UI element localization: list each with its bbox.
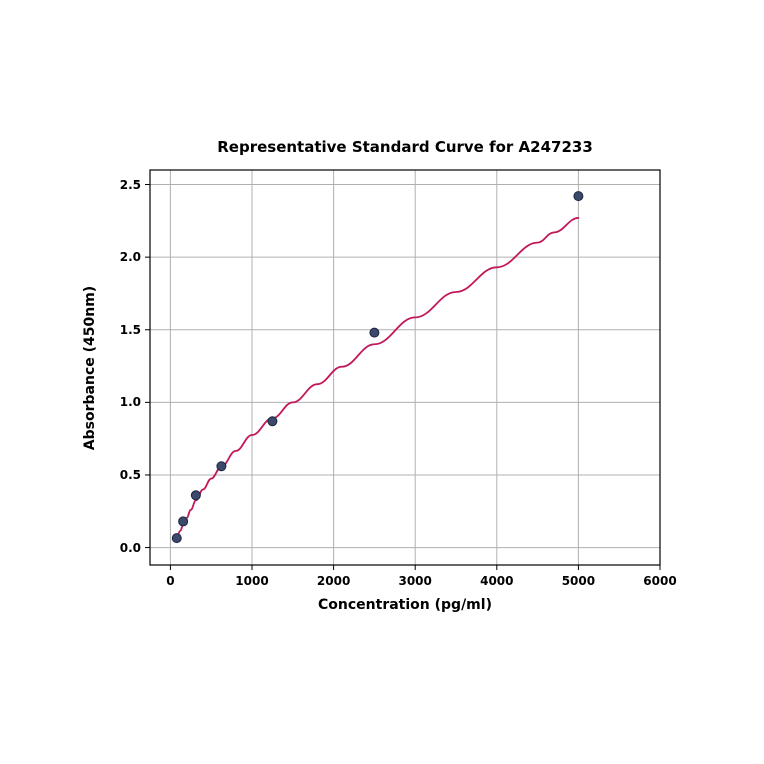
axis-spines (150, 170, 660, 565)
y-tick-label: 0.5 (113, 468, 141, 482)
plot-area (150, 170, 660, 565)
chart-canvas: Representative Standard Curve for A24723… (0, 0, 764, 764)
y-axis-label: Absorbance (450nm) (82, 285, 98, 449)
data-point (191, 491, 200, 500)
data-point (179, 517, 188, 526)
chart-title: Representative Standard Curve for A24723… (217, 138, 593, 156)
y-tick-label: 2.0 (113, 250, 141, 264)
data-point (574, 192, 583, 201)
x-tick-label: 6000 (643, 574, 676, 588)
data-point (268, 417, 277, 426)
data-point (370, 328, 379, 337)
x-tick-label: 1000 (235, 574, 268, 588)
y-tick-label: 1.0 (113, 395, 141, 409)
fit-curve (177, 218, 579, 538)
x-axis-label: Concentration (pg/ml) (318, 597, 492, 613)
y-tick-label: 2.5 (113, 178, 141, 192)
y-tick-label: 0.0 (113, 541, 141, 555)
x-tick-label: 3000 (398, 574, 431, 588)
y-tick-label: 1.5 (113, 323, 141, 337)
data-point (172, 534, 181, 543)
data-point (217, 462, 226, 471)
x-tick-label: 5000 (562, 574, 595, 588)
chart-svg (150, 170, 660, 565)
x-tick-label: 0 (166, 574, 174, 588)
x-tick-label: 2000 (317, 574, 350, 588)
x-tick-label: 4000 (480, 574, 513, 588)
